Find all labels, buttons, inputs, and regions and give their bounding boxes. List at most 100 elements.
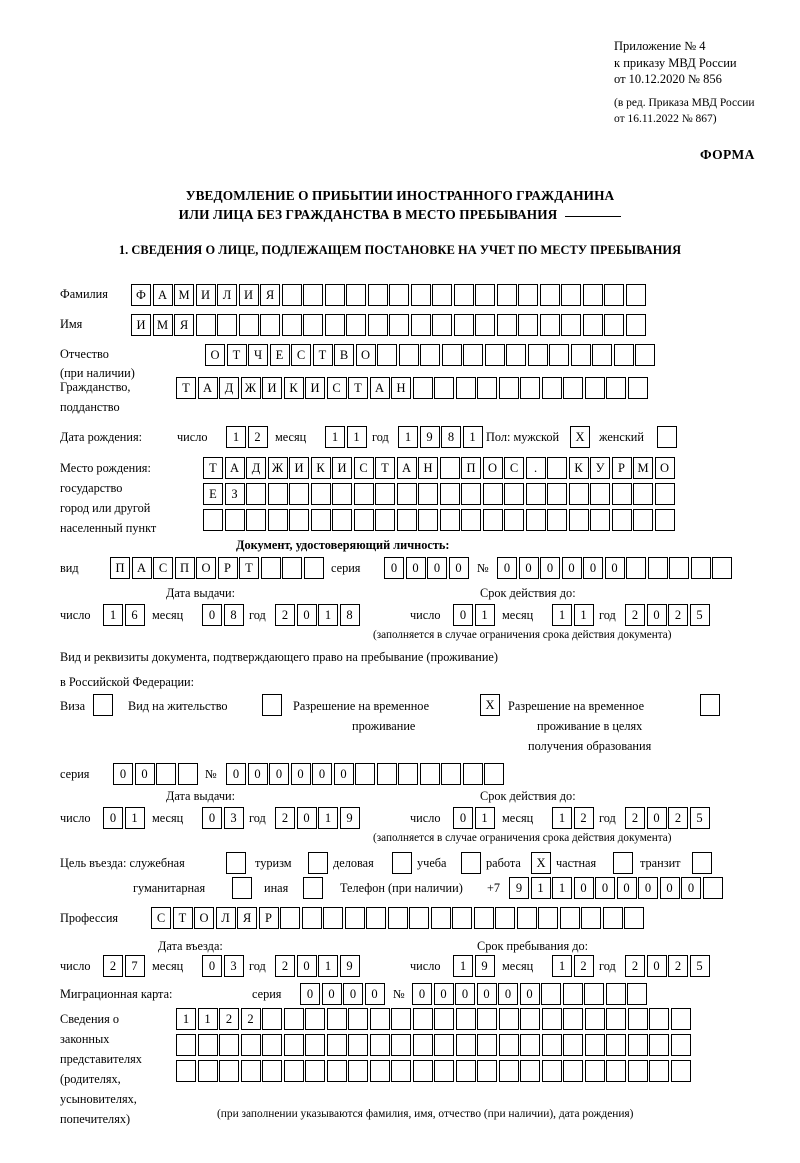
char-cell[interactable] (387, 907, 408, 929)
char-cell[interactable]: 1 (573, 604, 594, 626)
char-cell[interactable]: 0 (497, 557, 517, 579)
char-cell[interactable] (592, 344, 612, 366)
char-cell[interactable]: 9 (474, 955, 495, 977)
char-cell[interactable]: 0 (113, 763, 133, 785)
char-cell[interactable]: С (291, 344, 311, 366)
char-cell[interactable]: Ф (131, 284, 151, 306)
purpose-study-checkbox[interactable] (461, 852, 481, 874)
char-cell[interactable] (561, 314, 581, 336)
char-cell[interactable] (670, 1034, 691, 1056)
char-cell[interactable]: 0 (202, 604, 222, 626)
char-cell[interactable] (563, 377, 583, 399)
char-cell[interactable]: Т (203, 457, 223, 479)
char-cell[interactable]: 6 (124, 604, 145, 626)
sex-female-checkbox[interactable] (657, 426, 677, 448)
char-cell[interactable] (326, 1060, 347, 1082)
char-cell[interactable] (375, 509, 395, 531)
char-cell[interactable]: 1 (462, 426, 483, 448)
char-cell[interactable]: З (224, 483, 245, 505)
char-cell[interactable]: 0 (226, 763, 246, 785)
char-cell[interactable] (344, 907, 365, 929)
char-cell[interactable]: Ж (267, 457, 288, 479)
char-cell[interactable] (398, 763, 418, 785)
char-cell[interactable]: И (131, 314, 151, 336)
char-cell[interactable]: 0 (427, 557, 447, 579)
char-cell[interactable]: Р (217, 557, 238, 579)
char-cell[interactable]: А (369, 377, 390, 399)
char-cell[interactable]: О (196, 557, 216, 579)
char-cell[interactable] (562, 983, 583, 1005)
char-cell[interactable]: А (197, 377, 218, 399)
char-cell[interactable] (606, 1060, 626, 1082)
char-cell[interactable]: Т (375, 457, 395, 479)
char-cell[interactable]: 1 (552, 807, 572, 829)
char-cell[interactable]: 0 (659, 877, 680, 899)
char-cell[interactable] (303, 314, 323, 336)
residence-permit-checkbox[interactable] (262, 694, 282, 716)
char-cell[interactable] (473, 907, 494, 929)
char-cell[interactable] (305, 1060, 325, 1082)
char-cell[interactable]: 0 (453, 604, 473, 626)
char-cell[interactable]: А (224, 457, 245, 479)
char-cell[interactable]: 2 (668, 604, 688, 626)
char-cell[interactable] (613, 344, 634, 366)
char-cell[interactable]: О (482, 457, 503, 479)
char-cell[interactable]: О (355, 344, 376, 366)
char-cell[interactable] (525, 483, 546, 505)
char-cell[interactable] (504, 509, 524, 531)
char-cell[interactable] (484, 763, 504, 785)
char-cell[interactable] (281, 284, 302, 306)
char-cell[interactable]: 1 (226, 426, 246, 448)
char-cell[interactable] (375, 483, 395, 505)
char-cell[interactable]: Е (269, 344, 290, 366)
char-cell[interactable] (462, 763, 483, 785)
char-cell[interactable] (605, 983, 626, 1005)
char-cell[interactable]: С (504, 457, 524, 479)
char-cell[interactable] (606, 1008, 626, 1030)
char-cell[interactable]: П (174, 557, 195, 579)
char-cell[interactable]: В (334, 344, 354, 366)
char-cell[interactable]: 1 (346, 426, 367, 448)
char-cell[interactable]: Н (418, 457, 438, 479)
char-cell[interactable]: Я (174, 314, 194, 336)
char-cell[interactable] (260, 557, 281, 579)
char-cell[interactable] (538, 907, 558, 929)
char-cell[interactable]: 1 (552, 877, 572, 899)
char-cell[interactable]: О (654, 457, 675, 479)
char-cell[interactable]: 3 (223, 955, 244, 977)
char-cell[interactable]: 2 (247, 426, 268, 448)
char-cell[interactable] (482, 509, 503, 531)
char-cell[interactable] (176, 1034, 196, 1056)
char-cell[interactable] (520, 377, 540, 399)
char-cell[interactable]: 0 (681, 877, 701, 899)
char-cell[interactable] (260, 314, 280, 336)
char-cell[interactable] (584, 1060, 605, 1082)
char-cell[interactable]: 0 (604, 557, 625, 579)
char-cell[interactable] (412, 1060, 433, 1082)
char-cell[interactable] (625, 284, 646, 306)
char-cell[interactable]: 1 (474, 807, 495, 829)
char-cell[interactable] (541, 983, 561, 1005)
char-cell[interactable]: С (326, 377, 347, 399)
char-cell[interactable] (475, 314, 495, 336)
purpose-work-checkbox[interactable]: X (531, 852, 551, 874)
char-cell[interactable] (430, 907, 451, 929)
char-cell[interactable] (582, 284, 603, 306)
char-cell[interactable]: И (195, 284, 216, 306)
char-cell[interactable] (346, 284, 366, 306)
char-cell[interactable] (625, 314, 646, 336)
char-cell[interactable] (348, 1008, 368, 1030)
char-cell[interactable]: 1 (398, 426, 418, 448)
char-cell[interactable] (649, 1060, 669, 1082)
char-cell[interactable] (439, 457, 460, 479)
char-cell[interactable]: 5 (689, 955, 710, 977)
